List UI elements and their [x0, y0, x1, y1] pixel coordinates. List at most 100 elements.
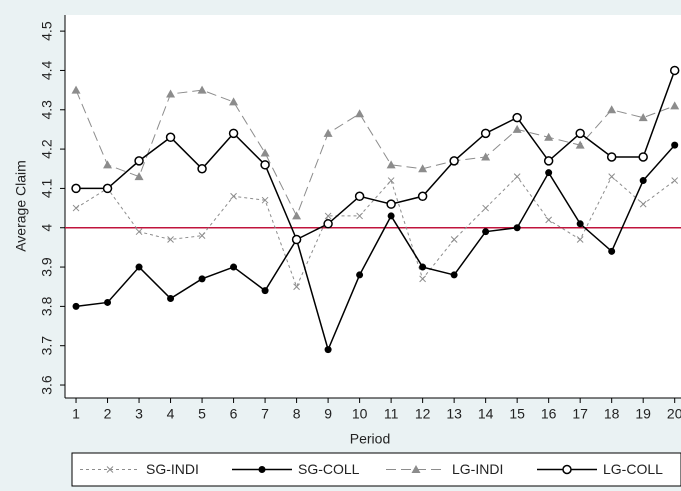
x-tick-label: 15	[509, 406, 525, 422]
marker	[198, 275, 206, 283]
y-tick-label: 4.2	[39, 139, 55, 159]
marker	[639, 177, 647, 185]
legend-label: SG-COLL	[298, 461, 360, 477]
marker	[324, 212, 332, 220]
y-tick-label: 4	[39, 224, 55, 232]
marker	[545, 169, 553, 177]
x-tick-label: 11	[384, 406, 399, 422]
marker	[230, 263, 238, 271]
marker	[418, 164, 428, 173]
marker	[544, 132, 554, 141]
marker	[323, 128, 333, 137]
marker	[166, 89, 176, 98]
marker	[260, 148, 270, 157]
marker	[482, 228, 490, 236]
marker	[355, 109, 365, 118]
marker	[293, 283, 300, 291]
marker	[71, 183, 81, 194]
x-tick-label: 6	[230, 406, 238, 422]
y-tick-label: 3.7	[39, 336, 55, 356]
legend-label: LG-INDI	[452, 461, 503, 477]
marker	[102, 183, 113, 194]
marker	[135, 228, 143, 236]
marker	[419, 275, 426, 283]
marker	[449, 156, 459, 166]
marker	[167, 295, 175, 303]
marker	[323, 219, 333, 229]
x-tick-label: 12	[415, 406, 431, 422]
marker	[260, 160, 270, 170]
marker	[669, 65, 680, 76]
marker	[197, 164, 207, 174]
x-tick-label: 13	[446, 406, 462, 422]
y-tick-label: 3.6	[39, 375, 55, 395]
marker	[134, 156, 144, 166]
marker	[261, 196, 269, 204]
marker	[513, 173, 521, 180]
marker	[356, 271, 364, 279]
marker	[291, 234, 302, 245]
x-tick-label: 5	[198, 406, 206, 422]
marker	[386, 199, 396, 209]
marker	[671, 177, 679, 184]
marker	[134, 172, 144, 181]
marker	[103, 160, 113, 169]
marker	[575, 140, 585, 149]
marker	[450, 236, 458, 243]
x-tick-label: 9	[324, 406, 332, 422]
marker	[480, 128, 491, 139]
x-tick-label: 18	[604, 406, 620, 422]
marker	[167, 236, 174, 243]
marker	[608, 173, 616, 180]
marker	[387, 212, 395, 220]
y-tick-label: 3.8	[39, 296, 55, 316]
marker	[417, 191, 428, 202]
marker	[513, 224, 521, 232]
marker	[512, 124, 522, 133]
x-tick-label: 10	[352, 406, 368, 422]
x-tick-label: 14	[478, 406, 494, 422]
marker	[197, 85, 207, 94]
marker	[165, 132, 176, 143]
marker	[450, 271, 458, 279]
x-tick-label: 3	[135, 406, 143, 422]
marker	[606, 152, 617, 162]
marker	[512, 112, 522, 123]
series-line	[75, 89, 675, 218]
marker	[639, 200, 647, 208]
marker	[104, 298, 112, 306]
marker	[576, 220, 584, 228]
marker	[481, 152, 491, 161]
x-tick-label: 1	[72, 406, 80, 422]
y-tick-label: 4.3	[39, 100, 55, 120]
marker	[72, 204, 80, 212]
marker	[292, 211, 302, 220]
marker	[324, 346, 332, 354]
marker	[229, 97, 239, 106]
marker	[638, 113, 648, 122]
legend-label: SG-INDI	[146, 461, 199, 477]
marker	[608, 247, 616, 255]
marker	[638, 152, 648, 162]
y-tick-label: 4.5	[39, 21, 55, 41]
x-tick-label: 2	[104, 406, 112, 422]
marker	[356, 212, 363, 220]
y-tick-label: 4.4	[39, 61, 55, 81]
marker	[671, 141, 679, 149]
marker	[607, 105, 617, 114]
x-tick-label: 8	[293, 406, 301, 422]
legend-marker	[258, 466, 266, 473]
x-tick-label: 20	[667, 406, 681, 422]
legend-marker	[562, 464, 572, 475]
x-tick-label: 4	[167, 406, 175, 422]
marker	[72, 302, 80, 310]
marker	[386, 160, 396, 169]
marker	[670, 101, 680, 110]
x-tick-label: 17	[572, 406, 588, 422]
marker	[228, 128, 239, 139]
marker	[71, 85, 81, 94]
series-line	[76, 70, 676, 241]
legend-marker	[411, 465, 421, 473]
